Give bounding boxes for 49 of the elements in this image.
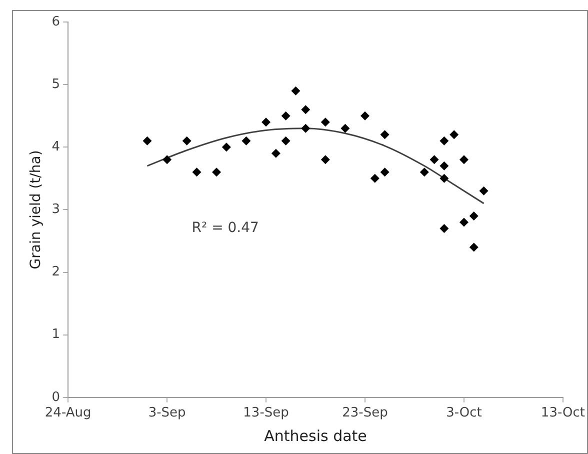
x-tick-label: 24-Aug	[44, 406, 92, 421]
annotation: R² = 0.47	[192, 220, 259, 236]
x-tick-label: 3-Sep	[148, 406, 186, 421]
point	[142, 136, 152, 146]
point	[301, 105, 310, 114]
x-tick-label: 13-Sep	[243, 406, 289, 421]
point	[469, 242, 478, 252]
x-tick-label: 3-Oct	[446, 406, 482, 421]
y-tick-label: 3	[52, 202, 60, 218]
point	[450, 130, 459, 140]
point	[320, 118, 330, 127]
point	[281, 136, 290, 146]
point	[222, 142, 231, 152]
point	[242, 136, 251, 146]
y-tick-label: 6	[52, 14, 60, 30]
point	[479, 186, 488, 196]
point	[459, 155, 468, 164]
point	[340, 124, 350, 133]
point	[320, 155, 330, 164]
point	[182, 136, 192, 146]
point	[469, 211, 478, 220]
point	[440, 224, 449, 233]
point	[440, 136, 449, 146]
point	[162, 155, 172, 164]
point	[380, 168, 390, 177]
point	[380, 130, 390, 140]
point	[360, 111, 370, 120]
point	[370, 174, 380, 183]
x-axis-title: Anthesis date	[264, 426, 367, 445]
point	[430, 155, 439, 164]
y-tick-label: 0	[52, 390, 60, 405]
x-tick-label: 13-Oct	[540, 406, 586, 421]
x-tick-label: 23-Sep	[342, 406, 388, 421]
point	[420, 168, 429, 177]
point	[459, 218, 468, 227]
point	[212, 168, 222, 177]
point	[440, 161, 449, 170]
point	[281, 111, 290, 120]
y-tick-label: 4	[52, 140, 60, 155]
point	[271, 148, 280, 158]
point	[291, 86, 300, 96]
point	[440, 174, 449, 183]
y-tick-label: 1	[52, 327, 60, 342]
y-tick-label: 5	[52, 76, 60, 92]
point	[262, 118, 271, 127]
y-axis-title: Grain yield (t/ha)	[28, 150, 44, 270]
point	[301, 124, 310, 133]
y-tick-label: 2	[52, 264, 60, 280]
point	[192, 168, 202, 177]
